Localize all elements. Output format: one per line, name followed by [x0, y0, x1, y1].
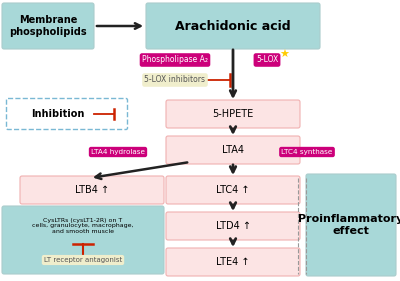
FancyBboxPatch shape	[2, 206, 164, 274]
Text: Arachidonic acid: Arachidonic acid	[175, 19, 291, 33]
Text: LTC4 synthase: LTC4 synthase	[281, 149, 333, 155]
FancyBboxPatch shape	[166, 136, 300, 164]
Text: Membrane
phospholipids: Membrane phospholipids	[9, 15, 87, 37]
FancyBboxPatch shape	[146, 3, 320, 49]
Text: ★: ★	[279, 50, 289, 60]
Text: LTC4 ↑: LTC4 ↑	[216, 185, 250, 195]
FancyBboxPatch shape	[6, 99, 128, 130]
Text: LTA4 hydrolase: LTA4 hydrolase	[91, 149, 145, 155]
FancyBboxPatch shape	[166, 212, 300, 240]
FancyBboxPatch shape	[166, 248, 300, 276]
FancyBboxPatch shape	[2, 3, 94, 49]
FancyBboxPatch shape	[306, 174, 396, 276]
Text: 5-LOX inhibitors: 5-LOX inhibitors	[144, 76, 206, 85]
Text: LTB4 ↑: LTB4 ↑	[75, 185, 109, 195]
Text: Inhibition: Inhibition	[31, 109, 85, 119]
Text: LTA4: LTA4	[222, 145, 244, 155]
Text: CysLTRs (cysLT1-2R) on T
cells, granulocyte, macrophage,
and smooth muscle: CysLTRs (cysLT1-2R) on T cells, granuloc…	[32, 218, 134, 234]
Text: 5-LOX: 5-LOX	[256, 56, 278, 65]
Text: 5-HPETE: 5-HPETE	[212, 109, 254, 119]
Text: Phospholipase A₂: Phospholipase A₂	[142, 56, 208, 65]
Text: LT receptor antagonist: LT receptor antagonist	[44, 257, 122, 263]
Text: LTE4 ↑: LTE4 ↑	[216, 257, 250, 267]
Text: Proinflammatory
effect: Proinflammatory effect	[298, 214, 400, 236]
FancyBboxPatch shape	[166, 100, 300, 128]
FancyBboxPatch shape	[20, 176, 164, 204]
FancyBboxPatch shape	[166, 176, 300, 204]
Text: LTD4 ↑: LTD4 ↑	[216, 221, 250, 231]
